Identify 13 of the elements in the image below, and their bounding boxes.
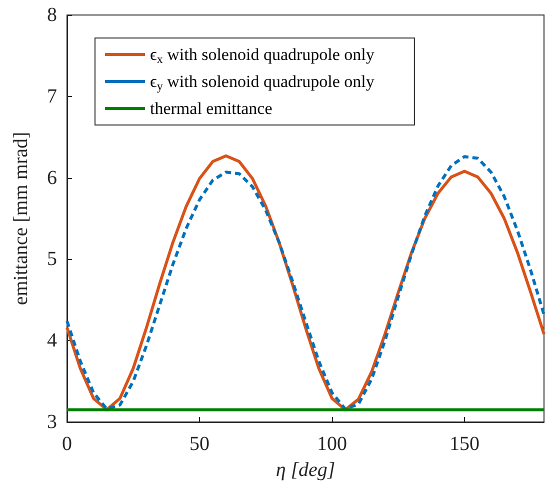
x-tick-label: 50: [190, 433, 210, 455]
x-tick-label: 0: [62, 433, 72, 455]
x-tick-label: 100: [317, 433, 347, 455]
y-tick-label: 5: [47, 248, 57, 270]
x-tick-label: 150: [450, 433, 480, 455]
y-tick-label: 8: [47, 4, 57, 26]
y-tick-label: 6: [47, 166, 57, 189]
y-tick-label: 4: [47, 330, 57, 352]
y-tick-label: 7: [47, 85, 57, 108]
x-axis-title: η [deg]: [276, 459, 336, 481]
y-tick-label: 3: [47, 411, 57, 433]
legend-label: thermal emittance: [150, 99, 272, 118]
y-axis-title: emittance [mm mrad]: [10, 132, 32, 306]
